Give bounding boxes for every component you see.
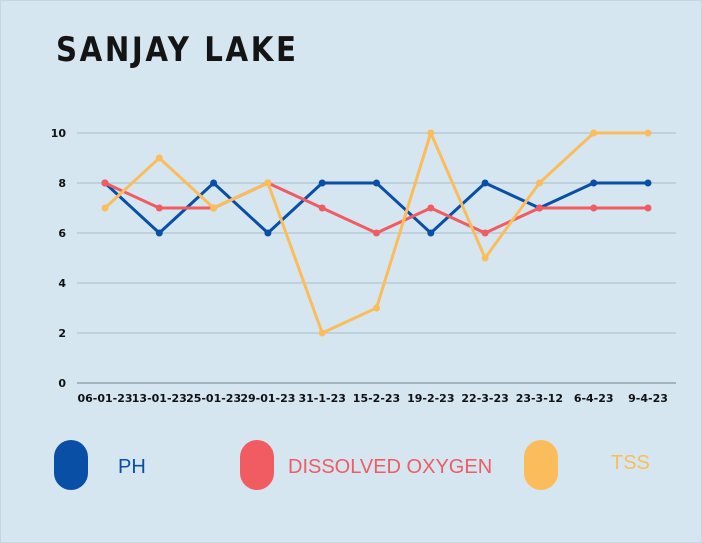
x-tick-label: 29-01-23 [240,392,295,405]
data-point-tss [155,154,163,162]
x-tick-label: 06-01-23 [77,392,132,405]
data-point-tss [373,304,380,312]
data-point-ph [427,229,435,237]
data-point-dissolved-oxygen [155,204,163,212]
data-point-dissolved-oxygen [373,229,380,237]
series-lines [101,129,652,337]
x-tick-label: 22-3-23 [461,392,508,405]
legend-label-ph: PH [118,456,146,478]
x-tick-label: 15-2-23 [353,392,400,405]
x-tick-label: 9-4-23 [628,392,668,405]
y-tick-label: 4 [58,277,66,290]
data-point-tss [535,179,543,187]
y-tick-label: 8 [58,177,66,190]
x-tick-label: 6-4-23 [574,392,614,405]
data-point-dissolved-oxygen [590,204,598,212]
data-point-dissolved-oxygen [101,179,109,187]
x-tick-label: 25-01-23 [186,392,241,405]
y-tick-label: 0 [58,377,66,390]
grid-lines [77,132,676,384]
data-point-tss [427,129,435,137]
data-point-tss [318,329,326,337]
data-point-dissolved-oxygen [481,229,489,237]
data-point-ph [590,179,598,187]
data-point-tss [264,179,272,187]
data-point-ph [481,179,489,187]
x-tick-label: 31-1-23 [298,392,345,405]
y-tick-label: 10 [51,127,67,140]
x-tick-label: 23-3-12 [516,392,563,405]
data-point-ph [644,179,652,187]
legend-swatch-tss [524,440,558,490]
data-point-ph [210,179,218,187]
y-tick-label: 6 [58,227,66,240]
series-line-dissolved-oxygen [103,181,650,235]
data-point-ph [264,229,272,237]
data-point-tss [590,129,598,137]
x-tick-label: 19-2-23 [407,392,454,405]
data-point-tss [210,204,218,212]
series-dissolved-oxygen [101,179,652,237]
legend-swatch-dissolved-oxygen [240,440,274,490]
legend-label-tss: TSS [611,452,650,474]
y-axis-ticks: 0 2 4 6 8 10 [51,127,67,390]
series-tss [101,129,652,337]
data-point-dissolved-oxygen [318,204,326,212]
data-point-dissolved-oxygen [427,204,435,212]
x-tick-label: 13-01-23 [132,392,187,405]
legend-swatch-ph [54,440,88,490]
x-axis-ticks: 06-01-23 13-01-23 25-01-23 29-01-23 31-1-23 1… [77,392,667,405]
data-point-ph [373,179,380,187]
data-point-tss [101,204,109,212]
data-point-dissolved-oxygen [644,204,652,212]
y-tick-label: 2 [58,327,66,340]
data-point-tss [644,129,652,137]
data-point-ph [318,179,326,187]
data-point-tss [481,254,489,262]
legend-label-dissolved-oxygen: DISSOLVED OXYGEN [288,456,493,478]
data-point-ph [155,229,163,237]
data-point-dissolved-oxygen [535,204,543,212]
chart-title: SANJAY LAKE [56,30,299,70]
